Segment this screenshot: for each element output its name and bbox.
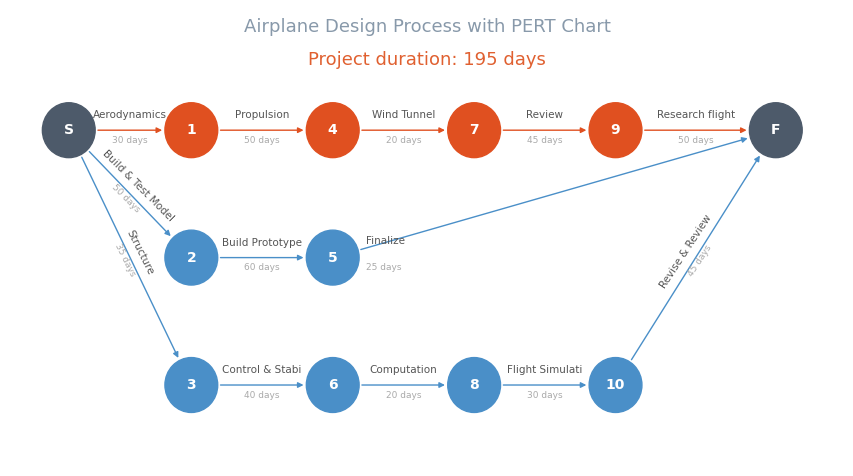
Text: 3: 3	[186, 378, 196, 392]
Circle shape	[165, 103, 218, 158]
Text: 45 days: 45 days	[686, 244, 713, 278]
Text: 50 days: 50 days	[110, 182, 142, 214]
Text: 30 days: 30 days	[112, 136, 148, 145]
Circle shape	[165, 357, 218, 413]
Circle shape	[447, 357, 500, 413]
Circle shape	[306, 230, 359, 285]
Text: Research flight: Research flight	[656, 110, 734, 120]
Text: 30 days: 30 days	[526, 391, 562, 400]
Text: Control & Stabi: Control & Stabi	[222, 365, 301, 375]
Text: 2: 2	[186, 250, 196, 265]
Text: 5: 5	[328, 250, 337, 265]
Circle shape	[589, 357, 641, 413]
Text: Computation: Computation	[369, 365, 437, 375]
Circle shape	[165, 230, 218, 285]
Text: Finalize: Finalize	[365, 236, 404, 246]
Circle shape	[306, 103, 359, 158]
Text: Propulsion: Propulsion	[235, 110, 289, 120]
Circle shape	[589, 103, 641, 158]
Text: Structure: Structure	[125, 228, 155, 277]
Text: 20 days: 20 days	[386, 136, 421, 145]
Text: 10: 10	[605, 378, 624, 392]
Text: Wind Tunnel: Wind Tunnel	[371, 110, 435, 120]
Text: Build Prototype: Build Prototype	[222, 238, 302, 248]
Circle shape	[447, 103, 500, 158]
Text: Build & Test Model: Build & Test Model	[101, 148, 176, 223]
Text: 4: 4	[328, 123, 337, 137]
Circle shape	[306, 357, 359, 413]
Circle shape	[43, 103, 95, 158]
Text: 50 days: 50 days	[244, 136, 280, 145]
Text: 50 days: 50 days	[677, 136, 712, 145]
Text: Revise & Review: Revise & Review	[658, 213, 713, 290]
Text: 8: 8	[468, 378, 479, 392]
Text: Project duration: 195 days: Project duration: 195 days	[308, 50, 545, 69]
Text: 25 days: 25 days	[365, 262, 401, 271]
Text: 9: 9	[610, 123, 619, 137]
Text: Flight Simulati: Flight Simulati	[507, 365, 582, 375]
Text: 40 days: 40 days	[244, 391, 280, 400]
Text: F: F	[770, 123, 780, 137]
Text: Aerodynamics: Aerodynamics	[93, 110, 167, 120]
Text: 35 days: 35 days	[113, 242, 136, 278]
Text: Airplane Design Process with PERT Chart: Airplane Design Process with PERT Chart	[243, 18, 610, 36]
Text: 20 days: 20 days	[386, 391, 421, 400]
Text: 1: 1	[186, 123, 196, 137]
Text: Review: Review	[525, 110, 563, 120]
Text: S: S	[64, 123, 73, 137]
Circle shape	[749, 103, 801, 158]
Text: 45 days: 45 days	[526, 136, 562, 145]
Text: 60 days: 60 days	[244, 264, 280, 272]
Text: 6: 6	[328, 378, 337, 392]
Text: 7: 7	[469, 123, 479, 137]
